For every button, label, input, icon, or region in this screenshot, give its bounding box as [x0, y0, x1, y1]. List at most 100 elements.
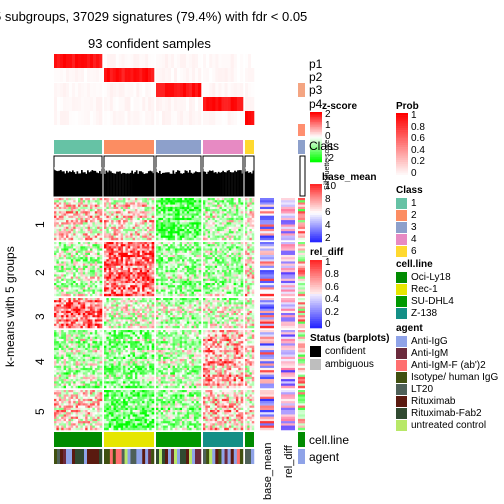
heatmap-cell: [238, 289, 241, 292]
heatmap-cell: [78, 291, 81, 295]
prob-cell: [93, 97, 97, 111]
heatmap-cell: [214, 235, 218, 239]
heatmap-cell: [82, 325, 86, 329]
prob-cell: [192, 54, 196, 68]
heatmap-cell: [106, 226, 110, 230]
heatmap-cell: [134, 304, 138, 307]
heatmap-cell: [85, 289, 88, 292]
heatmap-cell: [247, 276, 250, 279]
heatmap-cell: [172, 265, 176, 269]
heatmap-cell: [151, 246, 155, 249]
heatmap-cell: [207, 283, 211, 286]
heatmap-cell: [92, 265, 96, 269]
heatmap-cell: [125, 321, 129, 324]
heatmap-cell: [139, 306, 143, 309]
heatmap-cell: [158, 202, 161, 205]
heatmap-cell: [120, 293, 124, 297]
heatmap-cell: [125, 319, 129, 322]
heatmap-cell: [85, 250, 88, 254]
heatmap-cell: [186, 257, 190, 260]
heatmap-cell: [251, 206, 255, 210]
heatmap-cell: [120, 310, 124, 314]
heatmap-cell: [139, 291, 143, 295]
heatmap-cell: [94, 261, 98, 264]
heatmap-cell: [233, 257, 237, 260]
heatmap-cell: [160, 257, 164, 260]
heatmap-cell: [149, 300, 152, 303]
heatmap-cell: [92, 267, 96, 271]
heatmap-cell: [221, 244, 225, 247]
heatmap-cell: [123, 217, 126, 221]
prob-cell: [118, 97, 122, 111]
heatmap-cell: [207, 244, 211, 247]
heatmap-cell: [247, 257, 250, 260]
heatmap-cell: [196, 217, 199, 221]
heatmap-cell: [68, 323, 72, 327]
heatmap-cell: [235, 224, 239, 227]
heatmap-cell: [217, 246, 220, 249]
heatmap-cell: [165, 278, 169, 282]
prob-cell: [206, 83, 210, 97]
prob-cell: [162, 68, 166, 82]
heatmap-cell: [87, 228, 91, 232]
heatmap-cell: [75, 261, 79, 264]
heatmap-cell: [87, 259, 91, 262]
heatmap-cell: [97, 325, 100, 329]
heatmap-cell: [90, 217, 93, 221]
prob-cell: [221, 111, 225, 125]
heatmap-cell: [113, 300, 117, 303]
heatmap-cell: [70, 319, 74, 322]
heatmap-cell: [170, 283, 173, 286]
heatmap-cell: [203, 257, 206, 260]
heatmap-cell: [104, 306, 107, 309]
heatmap-cell: [193, 313, 197, 316]
heatmap-cell: [174, 209, 178, 212]
heatmap-cell: [235, 198, 239, 201]
heatmap-cell: [212, 265, 216, 269]
heatmap-cell: [238, 237, 241, 241]
heatmap-cell: [172, 202, 176, 205]
heatmap-cell: [66, 237, 69, 241]
heatmap-cell: [191, 270, 195, 273]
heatmap-cell: [245, 280, 248, 284]
heatmap-cell: [158, 217, 161, 221]
heatmap-cell: [158, 300, 161, 303]
heatmap-cell: [191, 204, 195, 208]
heatmap-cell: [196, 300, 199, 303]
heatmap-cell: [144, 235, 148, 239]
prob-cell: [139, 111, 143, 125]
heatmap-cell: [80, 215, 84, 219]
heatmap-cell: [249, 259, 252, 262]
heatmap-cell: [68, 319, 72, 322]
heatmap-cell: [219, 261, 223, 264]
heatmap-cell: [139, 233, 143, 236]
heatmap-cell: [111, 248, 114, 251]
heatmap-cell: [165, 267, 169, 271]
heatmap-cell: [191, 215, 195, 219]
heatmap-cell: [191, 200, 195, 203]
heatmap-cell: [149, 293, 152, 297]
heatmap-cell: [217, 287, 220, 290]
heatmap-cell: [90, 298, 93, 301]
heatmap-cell: [66, 323, 69, 327]
heatmap-cell: [160, 270, 164, 273]
heatmap-cell: [63, 263, 67, 267]
prob-cell: [171, 83, 175, 97]
base-mean-cell: [260, 246, 274, 249]
heatmap-cell: [251, 222, 255, 225]
heatmap-cell: [134, 315, 138, 318]
heatmap-cell: [139, 220, 143, 223]
heatmap-cell: [80, 308, 84, 312]
heatmap-cell: [120, 200, 124, 203]
heatmap-cell: [132, 280, 136, 284]
prob-cell: [239, 97, 244, 111]
heatmap-cell: [203, 224, 206, 227]
heatmap-cell: [127, 283, 131, 286]
heatmap-cell: [167, 220, 171, 223]
heatmap-cell: [144, 285, 148, 288]
heatmap-cell: [193, 287, 197, 290]
heatmap-cell: [174, 204, 178, 208]
heatmap-cell: [137, 217, 140, 221]
heatmap-cell: [123, 285, 126, 288]
heatmap-cell: [134, 206, 138, 210]
